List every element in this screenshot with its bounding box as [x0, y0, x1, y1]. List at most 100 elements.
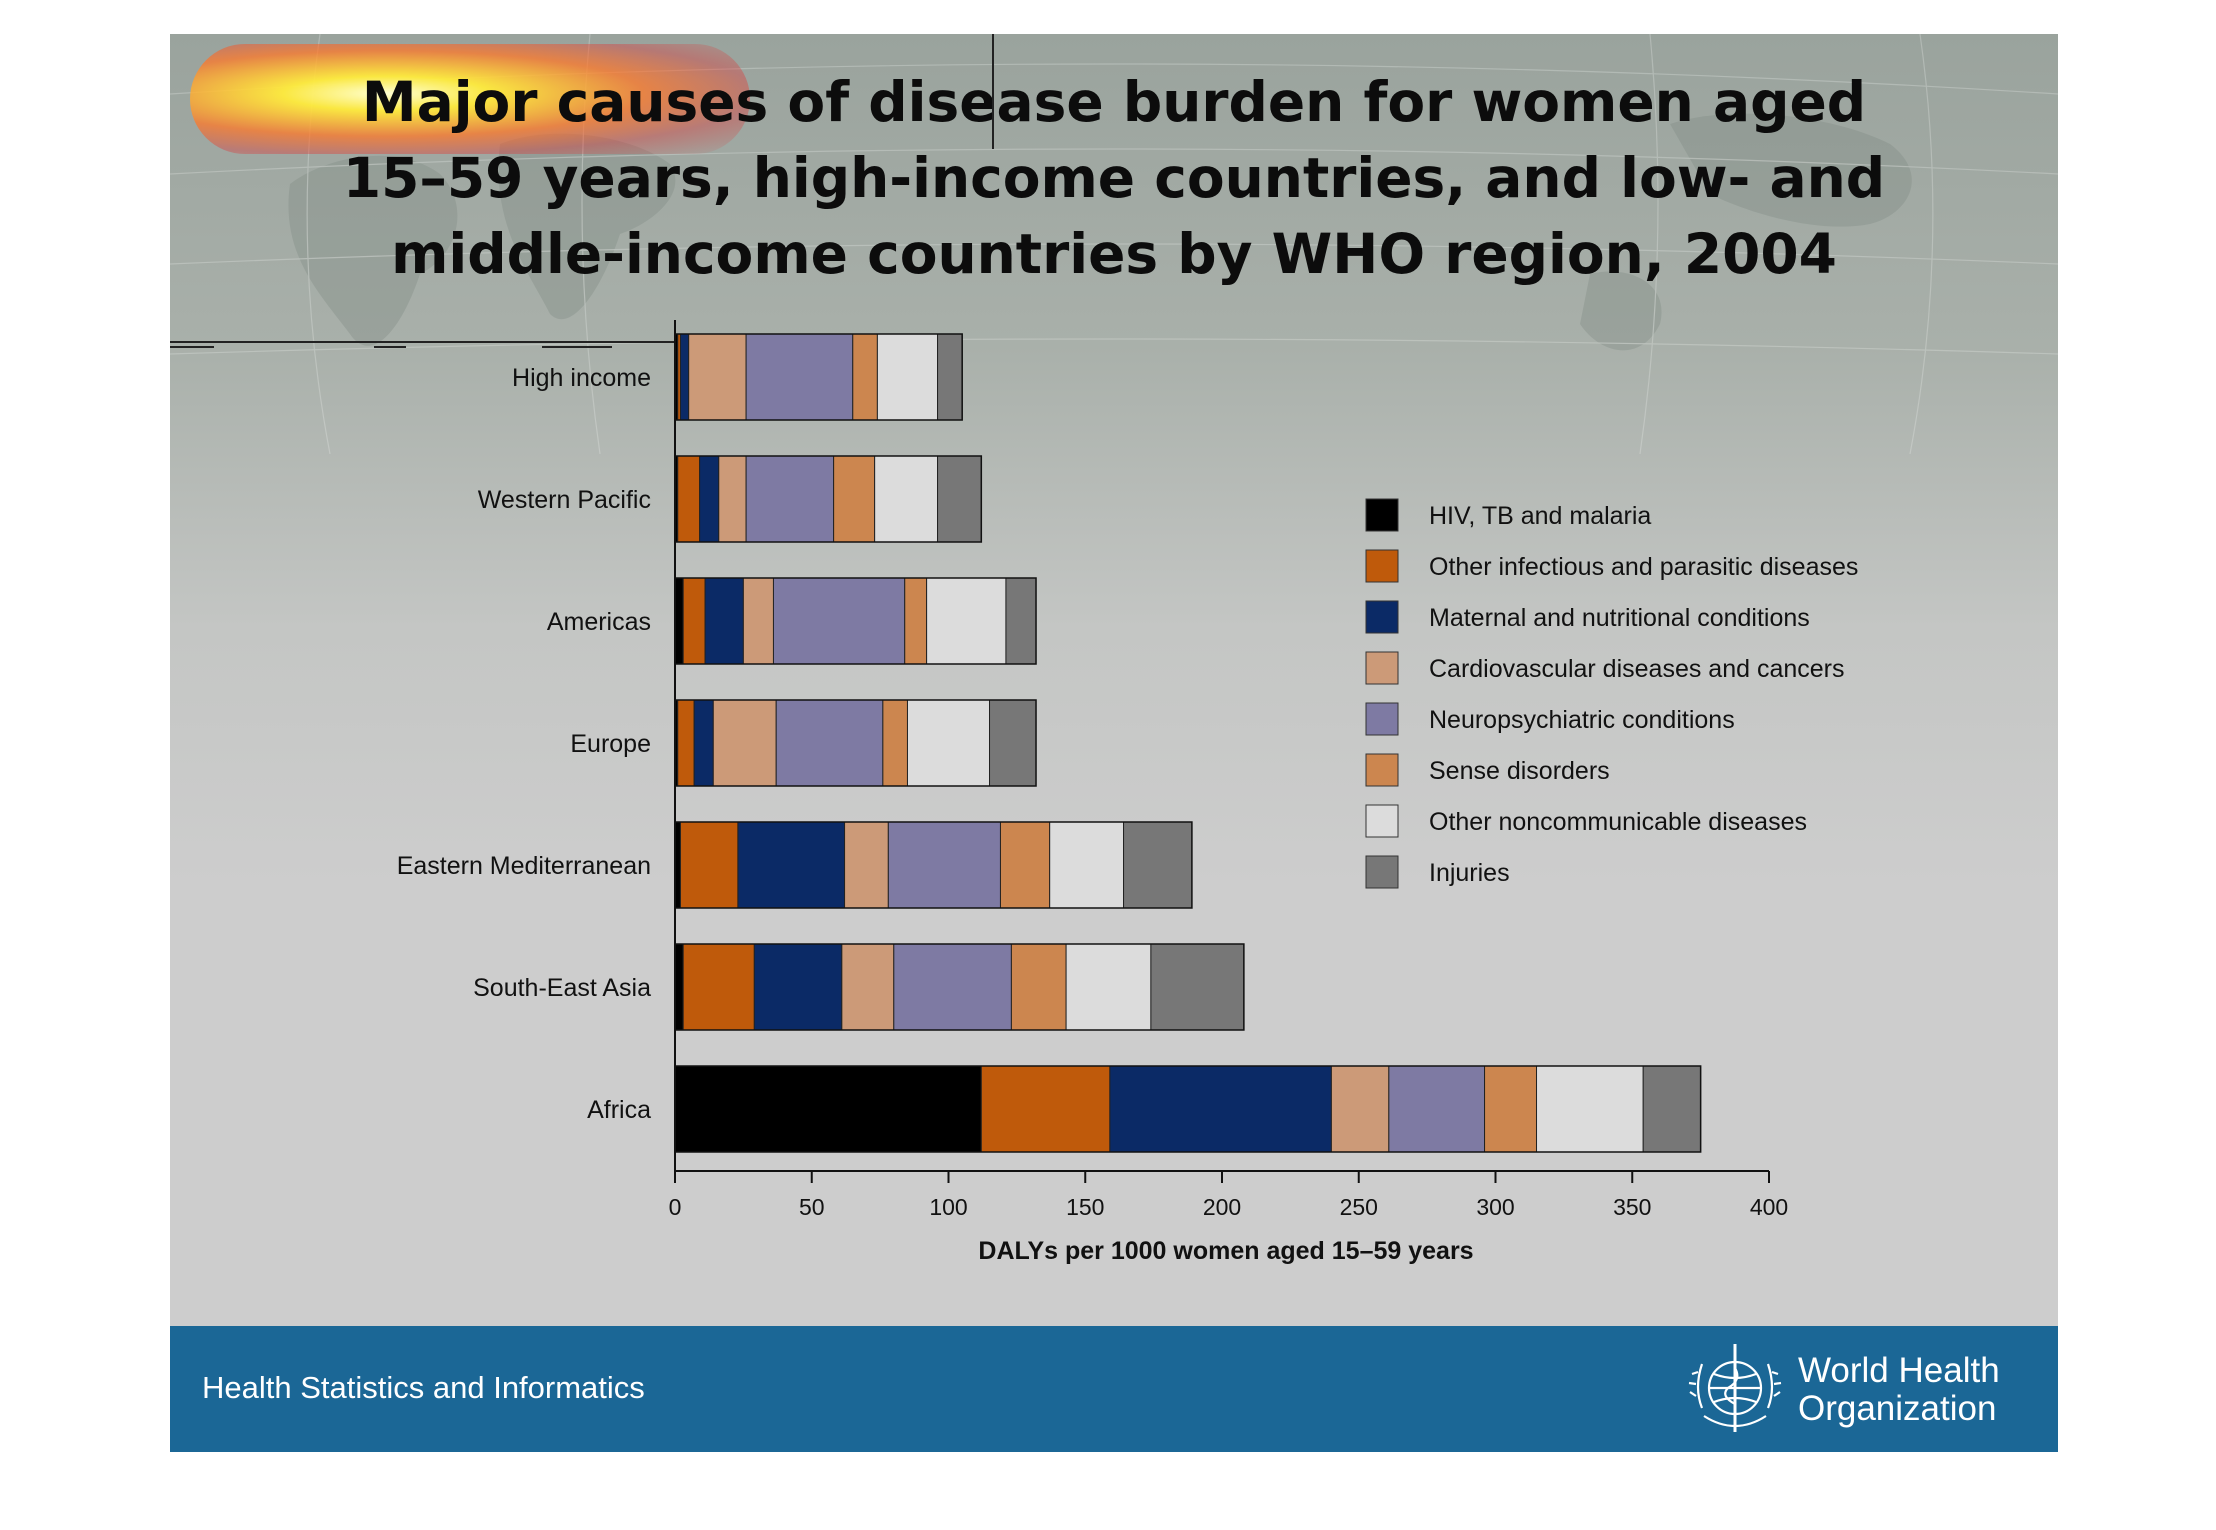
- title-line-1: of disease burden for women aged: [787, 70, 1867, 134]
- legend-swatch: [1365, 804, 1399, 838]
- bar-segment: [745, 455, 835, 543]
- bar-segment: [841, 943, 895, 1031]
- bar-segment: [712, 699, 777, 787]
- bar-segment: [677, 455, 701, 543]
- bar-segment: [1123, 821, 1193, 909]
- title-line-3: middle-income countries by WHO region, 2…: [391, 222, 1837, 286]
- bar-segment: [1330, 1065, 1390, 1153]
- bar-segment: [745, 333, 854, 421]
- legend-swatch: [1365, 498, 1399, 532]
- bar-segment: [926, 577, 1007, 665]
- bar-segment: [682, 943, 755, 1031]
- bar-segment: [737, 821, 846, 909]
- bar-segment: [674, 577, 684, 665]
- legend-label: Other infectious and parasitic diseases: [1429, 553, 1858, 581]
- x-tick-label: 100: [929, 1194, 967, 1220]
- bar-segment: [833, 455, 876, 543]
- title-line-2: 15–59 years, high-income countries, and …: [342, 146, 1886, 210]
- slide: Major causes of disease burden for women…: [170, 34, 2058, 1452]
- decor-horizontal-line: [374, 346, 406, 348]
- bar-segment: [893, 943, 1012, 1031]
- category-label: Africa: [587, 1096, 651, 1124]
- bar-segment: [1484, 1065, 1538, 1153]
- x-axis-title: DALYs per 1000 women aged 15–59 years: [978, 1237, 1473, 1265]
- bar-segment: [874, 455, 939, 543]
- bar-segment: [674, 1065, 982, 1153]
- category-label: South-East Asia: [473, 974, 651, 1002]
- bar-segment: [693, 699, 714, 787]
- bar-segment: [882, 699, 908, 787]
- legend-label: Injuries: [1429, 859, 1510, 887]
- title-highlight: Major causes: [361, 70, 769, 134]
- bar-segment: [699, 455, 720, 543]
- category-label: High income: [512, 364, 651, 392]
- category-label: Americas: [547, 608, 651, 636]
- bar-segment: [674, 943, 684, 1031]
- bar-segment: [718, 455, 747, 543]
- bar-segment: [904, 577, 928, 665]
- legend-label: Neuropsychiatric conditions: [1429, 706, 1735, 734]
- bar-segment: [1005, 577, 1037, 665]
- bar-segment: [844, 821, 889, 909]
- organization-name: World Health Organization: [1798, 1352, 2000, 1428]
- legend-label: Sense disorders: [1429, 757, 1610, 785]
- bar-segment: [876, 333, 939, 421]
- bar-segment: [1150, 943, 1245, 1031]
- legend-swatch: [1365, 855, 1399, 889]
- bar-segment: [679, 333, 690, 421]
- x-tick-label: 250: [1340, 1194, 1378, 1220]
- bar-segment: [775, 699, 884, 787]
- legend-swatch: [1365, 600, 1399, 634]
- decor-horizontal-line: [170, 346, 214, 348]
- bar-segment: [704, 577, 744, 665]
- category-label: Eastern Mediterranean: [397, 852, 651, 880]
- organization-name-line-1: World Health: [1798, 1351, 2000, 1390]
- legend-swatch: [1365, 702, 1399, 736]
- category-label: Europe: [570, 730, 651, 758]
- footer-text: Health Statistics and Informatics: [202, 1370, 645, 1405]
- bar-segment: [1536, 1065, 1644, 1153]
- bar-segment: [980, 1065, 1111, 1153]
- bar-segment: [1642, 1065, 1702, 1153]
- bar-segment: [772, 577, 906, 665]
- bar-segment: [1010, 943, 1067, 1031]
- bar-segment: [887, 821, 1001, 909]
- legend-label: Other noncommunicable diseases: [1429, 808, 1807, 836]
- x-tick-label: 0: [669, 1194, 682, 1220]
- stacked-bar-chart: High income Western Pacific Americas Europe…: [397, 320, 1858, 1265]
- bar-segment: [679, 821, 739, 909]
- bar-segment: [906, 699, 991, 787]
- footer-bar: Health Statistics and Informatics World …: [170, 1326, 2058, 1452]
- slide-title: Major causes of disease burden for women…: [170, 64, 2058, 292]
- legend-swatch: [1365, 549, 1399, 583]
- bar-segment: [999, 821, 1051, 909]
- x-tick-label: 200: [1203, 1194, 1241, 1220]
- decor-horizontal-line: [542, 346, 612, 348]
- bar-segment: [1109, 1065, 1332, 1153]
- bar-segment: [852, 333, 878, 421]
- highlight-glow: [190, 44, 750, 154]
- bar-segment: [742, 577, 774, 665]
- legend-label: HIV, TB and malaria: [1429, 502, 1651, 530]
- legend-label: Cardiovascular diseases and cancers: [1429, 655, 1845, 683]
- who-emblem-icon: [1688, 1344, 1782, 1432]
- bar-segment: [753, 943, 843, 1031]
- bar-segment: [682, 577, 706, 665]
- bar-segment: [937, 333, 963, 421]
- x-tick-label: 400: [1750, 1194, 1788, 1220]
- bar-segment: [677, 699, 695, 787]
- bar-segment: [937, 455, 982, 543]
- legend-label: Maternal and nutritional conditions: [1429, 604, 1810, 632]
- bar-segment: [1049, 821, 1125, 909]
- bar-segment: [989, 699, 1037, 787]
- category-label: Western Pacific: [478, 486, 651, 514]
- bar-segment: [1065, 943, 1152, 1031]
- bar-segment: [1388, 1065, 1486, 1153]
- x-tick-label: 150: [1066, 1194, 1104, 1220]
- x-tick-label: 350: [1613, 1194, 1651, 1220]
- legend-swatch: [1365, 753, 1399, 787]
- x-tick-label: 300: [1476, 1194, 1514, 1220]
- organization-name-line-2: Organization: [1798, 1389, 1997, 1428]
- decor-vertical-line: [992, 34, 994, 149]
- x-tick-label: 50: [799, 1194, 825, 1220]
